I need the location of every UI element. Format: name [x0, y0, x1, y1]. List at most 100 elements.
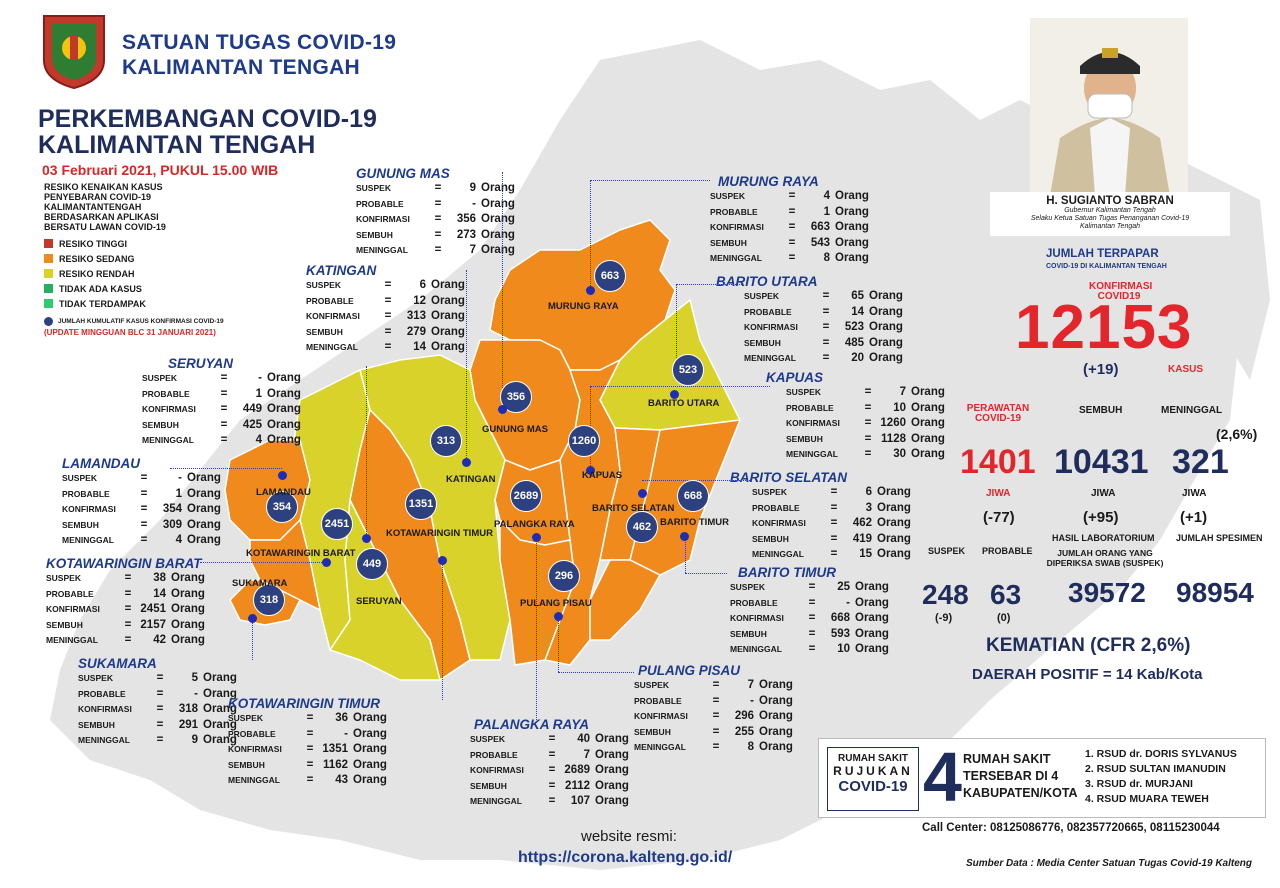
stat-unit: Orang [877, 548, 911, 561]
stat-unit: Orang [759, 741, 793, 754]
stat-label: PROBABLE [78, 688, 126, 699]
meninggal-delta: (+1) [1180, 509, 1208, 526]
stat-label: KONFIRMASI [710, 222, 764, 233]
stat-row-probable: PROBABLE = 10 Orang [786, 401, 945, 417]
stat-value: 12 [413, 294, 426, 307]
stat-row-suspek: SUSPEK = 4 Orang [710, 189, 869, 205]
stat-eq: = [384, 341, 392, 354]
stat-value: 462 [852, 517, 872, 530]
stat-row-suspek: SUSPEK = 40 Orang [470, 732, 629, 748]
konfirmasi-total: 12153 [1015, 293, 1193, 362]
stat-unit: Orang [877, 501, 911, 514]
stat-eq: = [156, 672, 164, 684]
stat-unit: Orang [171, 587, 205, 600]
bubble-kotawaringin-barat: 2451 [321, 508, 353, 540]
swab-total: 39572 [1068, 577, 1146, 608]
meninggal-total: 321 [1172, 443, 1229, 481]
page-title-line1: PERKEMBANGAN COVID-19 [38, 105, 377, 133]
legend-item: RESIKO TINGGI [44, 236, 224, 251]
stat-label: MENINGGAL [744, 353, 796, 364]
stat-unit: Orang [267, 434, 301, 447]
stat-value: 36 [335, 712, 348, 724]
stat-row-konfirmasi: KONFIRMASI = 356 Orang [356, 212, 515, 228]
stat-value: 523 [844, 321, 864, 334]
stat-row-meninggal: MENINGGAL = 42 Orang [46, 633, 205, 649]
stat-unit: Orang [855, 596, 889, 609]
stat-value: - [750, 694, 754, 707]
stat-unit: Orang [187, 518, 221, 531]
stat-row-suspek: SUSPEK = 9 Orang [356, 181, 515, 197]
stat-unit: Orang [267, 372, 301, 384]
stat-value: 20 [851, 352, 864, 365]
meninggal-label: MENINGGAL [1161, 405, 1223, 416]
stat-label: SUSPEK [78, 673, 113, 683]
stat-value: - [178, 472, 182, 484]
stat-unit: Orang [855, 643, 889, 656]
jumlah-spesimen-label: JUMLAH SPESIMEN [1176, 533, 1263, 543]
stat-eq: = [220, 434, 228, 447]
stat-eq: = [384, 325, 392, 338]
suspek-label: SUSPEK [928, 546, 966, 556]
stat-eq: = [808, 643, 816, 656]
stat-eq: = [830, 517, 838, 530]
map-label-lamandau: LAMANDAU [256, 487, 311, 498]
stat-value: 38 [153, 572, 166, 584]
stat-eq: = [124, 587, 132, 600]
bubble-kapuas: 1260 [568, 425, 600, 457]
stat-eq: = [788, 236, 796, 249]
stat-value: 7 [899, 386, 906, 398]
stat-label: KONFIRMASI [744, 322, 798, 333]
stat-label: SEMBUH [228, 759, 265, 770]
leader-line [200, 562, 326, 563]
bubble-katingan: 313 [430, 425, 462, 457]
stat-label: SUSPEK [786, 387, 821, 397]
legend: RESIKO KENAIKAN KASUS PENYEBARAN COVID-1… [44, 182, 224, 337]
location-dot [586, 466, 595, 475]
konfirmasi-label-1: KONFIRMASI [1089, 281, 1153, 292]
bubble-seruyan: 449 [356, 548, 388, 580]
stat-eq: = [384, 294, 392, 307]
stat-eq: = [548, 764, 556, 777]
leader-line [676, 284, 742, 285]
swab-label-1: JUMLAH ORANG YANG [1057, 548, 1153, 558]
stat-eq: = [124, 618, 132, 631]
stat-row-suspek: SUSPEK = - Orang [142, 371, 301, 387]
region-block-sukamara: SUKAMARA SUSPEK = 5 Orang PROBABLE = - Orang KONF… [78, 656, 237, 749]
legend-label: RESIKO SEDANG [59, 253, 135, 264]
region-block-lamandau: LAMANDAU SUSPEK = - Orang PROBABLE = 1 Orang KONF… [62, 456, 221, 549]
stat-label: MENINGGAL [752, 549, 804, 560]
map-label-barito-selatan: BARITO SELATAN [592, 503, 675, 514]
location-dot [670, 390, 679, 399]
stat-row-suspek: SUSPEK = 6 Orang [306, 278, 465, 294]
governor-role-1: Gubernur Kalimantan Tengah [1064, 207, 1156, 214]
stat-row-sembuh: SEMBUH = 593 Orang [730, 627, 889, 643]
stat-row-probable: PROBABLE = - Orang [634, 694, 793, 710]
stat-eq: = [808, 596, 816, 609]
stat-unit: Orang [835, 190, 869, 202]
leader-line [590, 386, 770, 387]
stat-row-meninggal: MENINGGAL = 20 Orang [744, 351, 903, 367]
stat-eq: = [548, 733, 556, 745]
stat-unit: Orang [855, 627, 889, 640]
meninggal-unit: JIWA [1182, 488, 1207, 499]
stat-label: SUSPEK [356, 183, 391, 193]
stat-label: KONFIRMASI [752, 518, 806, 529]
stat-row-meninggal: MENINGGAL = 30 Orang [786, 447, 945, 463]
stat-eq: = [822, 305, 830, 318]
website-link[interactable]: https://corona.kalteng.go.id/ [518, 849, 733, 866]
stat-label: SEMBUH [786, 433, 823, 444]
kasus-label: KASUS [1168, 364, 1204, 375]
stat-row-konfirmasi: KONFIRMASI = 663 Orang [710, 220, 869, 236]
region-block-kotawaringin-timur: KOTAWARINGIN TIMUR SUSPEK = 36 Orang PROBABLE… [228, 696, 387, 789]
stat-value: 356 [456, 213, 476, 226]
stat-row-probable: PROBABLE = 14 Orang [744, 305, 903, 321]
konfirmasi-delta: (+19) [1083, 361, 1119, 378]
stat-row-sembuh: SEMBUH = 1162 Orang [228, 758, 387, 774]
governor-caption: H. SUGIANTO SABRAN Gubernur Kalimantan T… [990, 192, 1230, 236]
stat-value: 9 [191, 734, 198, 747]
governor-photo [1030, 18, 1188, 196]
stat-value: 291 [178, 718, 198, 731]
stat-unit: Orang [835, 205, 869, 218]
region-name: BARITO SELATAN [730, 470, 847, 485]
stat-row-meninggal: MENINGGAL = 7 Orang [356, 243, 515, 259]
